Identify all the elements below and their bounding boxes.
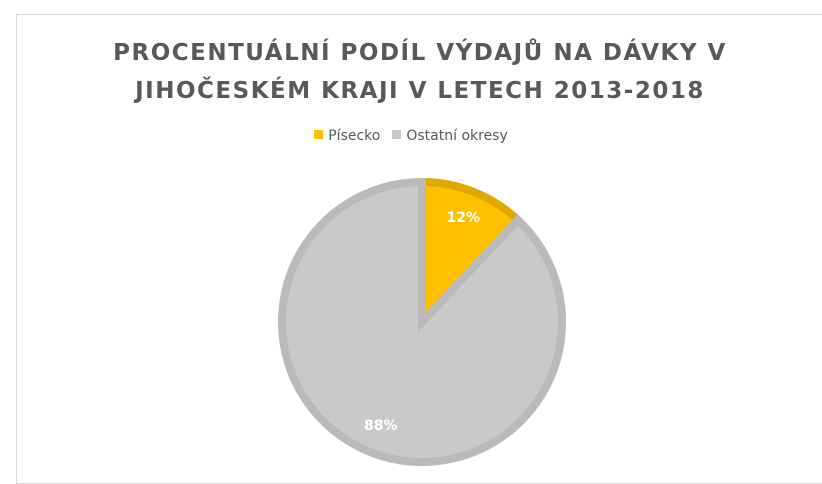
pie-chart: 12% 88%	[278, 177, 566, 466]
pie-slice	[278, 177, 566, 466]
chart-title: PROCENTUÁLNÍ PODÍL VÝDAJŮ NA DÁVKY V JIH…	[113, 40, 727, 104]
legend-swatch	[314, 130, 324, 139]
legend-label: Písecko	[328, 128, 381, 144]
page: PROCENTUÁLNÍ PODÍL VÝDAJŮ NA DÁVKY V JIH…	[0, 14, 822, 484]
data-label: 12%	[446, 210, 480, 226]
legend-label: Ostatní okresy	[406, 128, 508, 144]
legend-item: Ostatní okresy	[392, 128, 508, 144]
legend: Písecko Ostatní okresy	[0, 128, 822, 144]
legend-swatch	[392, 130, 402, 139]
data-label: 88%	[364, 418, 398, 434]
legend-item: Písecko	[314, 128, 380, 144]
pie-slice	[418, 177, 524, 333]
